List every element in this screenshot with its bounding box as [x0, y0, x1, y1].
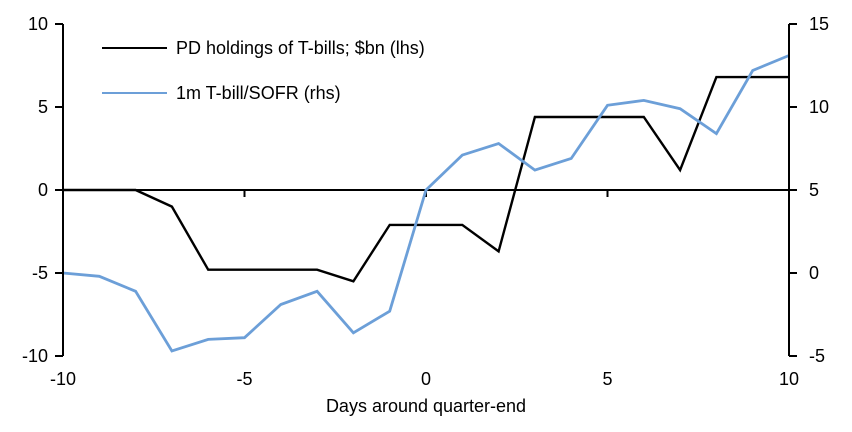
legend-label-tbill-sofr: 1m T-bill/SOFR (rhs): [176, 83, 341, 103]
chart-legend: PD holdings of T-bills; $bn (lhs) 1m T-b…: [102, 37, 425, 104]
series-line-pd-holdings: [63, 75, 789, 283]
legend-line-swatch-rhs: [102, 92, 167, 94]
right-axis-tick-label: 10: [809, 97, 829, 117]
legend-label-pd-holdings: PD holdings of T-bills; $bn (lhs): [176, 38, 425, 58]
x-axis-tick-label: 5: [602, 369, 612, 389]
series-line-tbill-sofr: [62, 54, 790, 353]
legend-item-pd-holdings: PD holdings of T-bills; $bn (lhs): [102, 37, 425, 59]
left-axis-tick-label: 10: [28, 14, 48, 34]
left-axis-tick-label: -5: [32, 263, 48, 283]
x-axis-tick-label: -5: [236, 369, 252, 389]
legend-item-tbill-sofr: 1m T-bill/SOFR (rhs): [102, 82, 425, 104]
left-axis-tick-label: 0: [38, 180, 48, 200]
x-axis-tick-label: -10: [50, 369, 76, 389]
legend-line-swatch-lhs: [102, 47, 167, 49]
right-axis-tick-label: -5: [809, 346, 825, 366]
left-axis-tick-label: -10: [22, 346, 48, 366]
x-axis-tick-label: 10: [779, 369, 799, 389]
right-axis-tick-label: 0: [809, 263, 819, 283]
right-axis-tick-label: 15: [809, 14, 829, 34]
left-axis-tick-label: 5: [38, 97, 48, 117]
x-axis-title: Days around quarter-end: [326, 396, 526, 416]
right-axis-tick-label: 5: [809, 180, 819, 200]
x-axis-tick-label: 0: [421, 369, 431, 389]
